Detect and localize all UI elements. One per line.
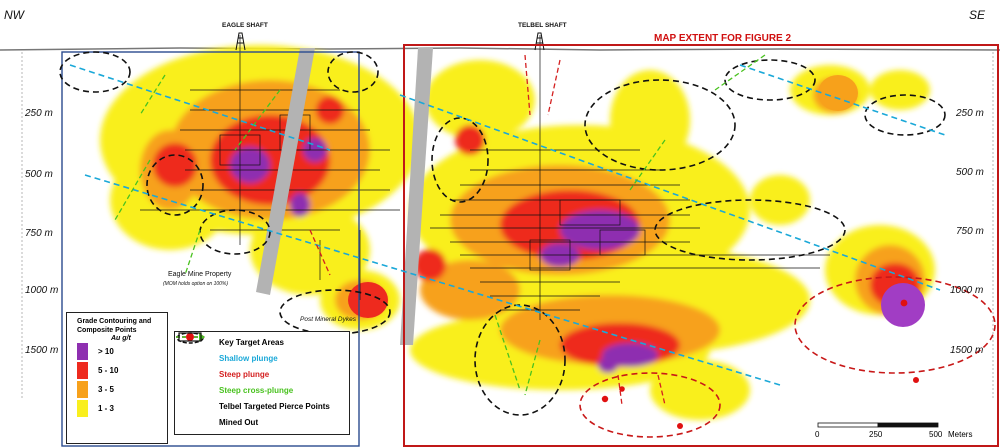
steep-cross-plunge-arrows: [114, 54, 766, 396]
post-mineral-dyke-east: [400, 48, 433, 345]
eagle-shaft-headframe: [235, 32, 246, 51]
legend-label: Shallow plunge: [219, 353, 278, 363]
depth-right-750: 750 m: [956, 226, 984, 237]
orange-blob-se: [818, 75, 858, 111]
map-extent-frame: [403, 44, 999, 447]
nw-label: NW: [4, 8, 24, 22]
post-mineral-dyke-west: [256, 48, 315, 295]
depth-left-1000: 1000 m: [25, 285, 59, 296]
depth-right-1500: 1500 m: [950, 345, 984, 356]
grade-class-row: 3 - 5: [77, 380, 167, 399]
legend-label: Steep plunge: [219, 369, 270, 379]
grade-class-label: > 10: [98, 347, 114, 356]
grade-class-label: 5 - 10: [98, 366, 119, 375]
grade-class-label: 3 - 5: [98, 385, 115, 394]
depth-right-500: 500 m: [956, 167, 984, 178]
grade-swatch-yellow: [77, 400, 88, 417]
depth-left-1500: 1500 m: [25, 345, 59, 356]
key-target-areas: [59, 51, 946, 416]
grade-legend-title-1: Grade Contouring and: [77, 318, 152, 325]
eagle-shaft-label: EAGLE SHAFT: [222, 22, 268, 29]
scale-unit: Meters: [948, 430, 973, 439]
legend-row-key-target-areas: Key Target Areas: [176, 332, 349, 350]
depth-left-250: 250 m: [25, 108, 53, 119]
grade-class-row: 5 - 10: [77, 361, 167, 380]
grade-swatch-red: [77, 362, 88, 379]
legend-label: Mined Out: [219, 417, 259, 427]
telbel-shaft-headframe: [534, 32, 545, 51]
telbel-shaft-label: TELBEL SHAFT: [518, 22, 567, 29]
depth-right-250: 250 m: [956, 108, 984, 119]
grade-swatch-orange: [77, 381, 88, 398]
shallow-plunge-arrows: [69, 64, 946, 386]
grade-swatch-purple: [77, 343, 88, 360]
property-label: Eagle Mine Property: [168, 271, 232, 278]
se-label: SE: [969, 8, 986, 22]
legend-row-steep-cross-plunge: Steep cross-plunge: [176, 333, 349, 398]
scale-bar: [817, 422, 939, 428]
scale-tick-500: 500: [929, 430, 943, 439]
map-extent-label: MAP EXTENT FOR FIGURE 2: [654, 33, 792, 44]
depth-left-750: 750 m: [25, 228, 53, 239]
symbol-legend: Key Target Areas Shallow plunge Steep pl…: [174, 331, 350, 435]
legend-row-shallow-plunge: Shallow plunge: [176, 333, 349, 366]
legend-label: Telbel Targeted Pierce Points: [219, 401, 330, 411]
steep-plunge-arrows: [309, 54, 666, 406]
telbel-targeted-pierce-points: [601, 299, 919, 429]
grade-legend-title-2: Composite Points: [77, 327, 137, 334]
telbel-red-target-areas: [579, 276, 996, 438]
legend-row-pierce-points: Telbel Targeted Pierce Points: [181, 333, 349, 414]
scale-tick-0: 0: [815, 430, 820, 439]
depth-right-1000: 1000 m: [950, 285, 984, 296]
legend-row-steep-plunge: Steep plunge: [176, 333, 349, 382]
property-note: (MOM holds option on 100%): [163, 281, 229, 287]
eagle-mine-property-boundary: [61, 51, 360, 447]
grade-legend: Grade Contouring and Composite Points Au…: [66, 312, 168, 444]
dykes-label: Post Mineral Dykes: [300, 316, 356, 323]
depth-left-500: 500 m: [25, 169, 53, 180]
grade-class-row: > 10: [77, 342, 167, 361]
grade-legend-unit: Au g/t: [111, 335, 131, 342]
grade-class-label: 1 - 3: [98, 404, 115, 413]
surface-topography: [0, 47, 1000, 51]
legend-label: Key Target Areas: [219, 337, 284, 347]
red-blob-dyke: [348, 282, 388, 318]
scale-tick-250: 250: [869, 430, 883, 439]
grade-class-row: 1 - 3: [77, 399, 167, 418]
legend-label: Steep cross-plunge: [219, 385, 294, 395]
legend-row-mined-out: Mined Out: [178, 332, 349, 430]
